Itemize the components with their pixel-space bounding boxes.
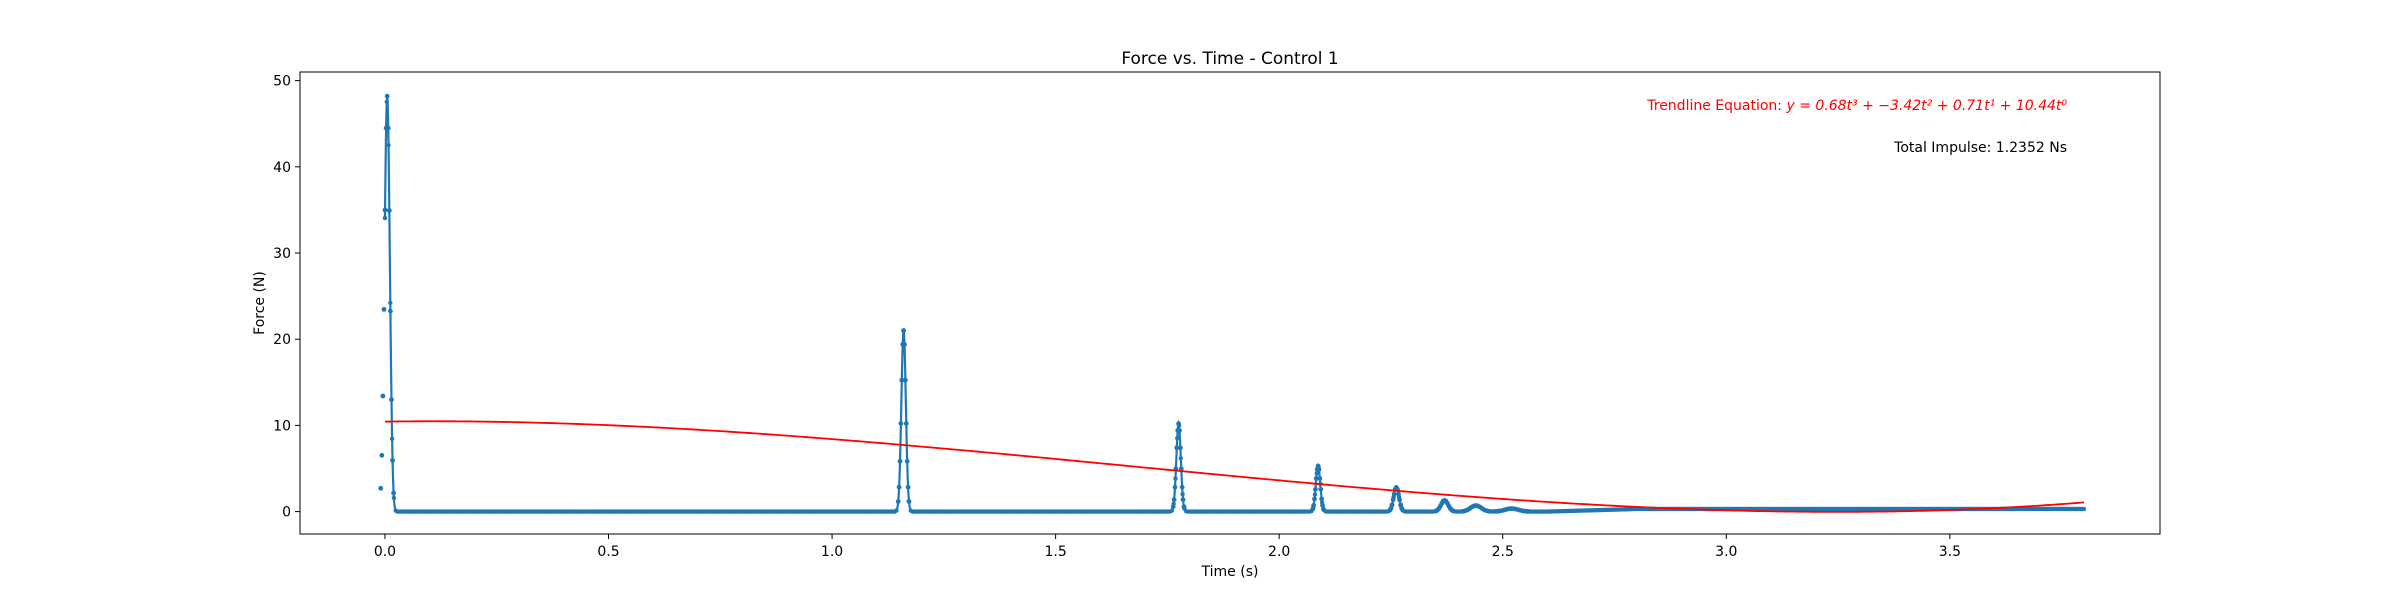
force-data-point — [2081, 506, 2087, 512]
force-peak-point — [1486, 508, 1492, 514]
force-peak-point — [1525, 509, 1531, 514]
plot-background — [300, 72, 2160, 534]
force-data-point — [382, 215, 388, 221]
chart-title: Force vs. Time - Control 1 — [1121, 49, 1338, 69]
force-peak-point — [1396, 491, 1401, 497]
force-data-point — [1180, 491, 1185, 497]
force-peak-point — [390, 457, 395, 463]
force-peak-point — [899, 377, 905, 383]
force-peak-point — [902, 377, 908, 383]
force-peak-point — [381, 306, 387, 312]
y-tick-label: 20 — [273, 332, 291, 348]
x-tick-label: 0.0 — [374, 544, 396, 560]
force-peak-point — [1177, 428, 1182, 433]
y-tick-label: 0 — [282, 505, 291, 521]
force-peak-point — [380, 393, 386, 399]
total-impulse-annotation: Total Impulse: 1.2352 Ns — [1893, 140, 2067, 156]
force-peak-point — [1181, 504, 1187, 510]
force-peak-point — [901, 328, 907, 333]
force-peak-point — [1316, 467, 1322, 472]
force-data-point — [1169, 508, 1175, 513]
force-peak-point — [1171, 497, 1177, 503]
force-peak-point — [903, 421, 909, 426]
force-peak-point — [1391, 491, 1397, 497]
y-tick-label: 10 — [273, 418, 291, 434]
force-data-point — [1173, 476, 1178, 481]
x-tick-label: 3.0 — [1715, 544, 1737, 560]
force-peak-point — [385, 125, 391, 131]
force-peak-point — [902, 342, 907, 347]
force-data-point — [384, 99, 389, 105]
trendline-equation-formula: y = 0.68t³ + −3.42t² + 0.71t¹ + 10.44t⁰ — [1785, 98, 2067, 114]
y-tick-label: 30 — [273, 246, 291, 262]
force-peak-point — [1311, 503, 1317, 508]
force-peak-point — [1400, 507, 1406, 513]
force-peak-point — [1310, 506, 1316, 512]
x-tick-label: 2.0 — [1268, 544, 1290, 560]
force-peak-point — [1179, 484, 1185, 490]
trendline-curve — [384, 420, 2085, 513]
force-peak-point — [1317, 476, 1323, 481]
force-data-point — [389, 436, 395, 441]
force-peak-point — [1389, 502, 1395, 508]
force-peak-point — [904, 458, 910, 464]
force-data-point — [894, 508, 899, 513]
x-tick-label: 3.5 — [1939, 544, 1961, 560]
force-peak-point — [1321, 506, 1326, 512]
x-axis: 0.0 0.5 1.0 1.5 2.0 2.5 3.0 3.5 — [374, 534, 1961, 560]
force-data-point — [386, 142, 391, 148]
force-peak-point — [386, 208, 392, 213]
force-data-point — [1178, 456, 1184, 461]
force-peak-point — [1313, 476, 1319, 481]
force-peak-point — [1397, 497, 1402, 503]
force-peak-point — [388, 308, 393, 314]
force-peak-point — [895, 499, 901, 504]
force-peak-point — [379, 452, 385, 458]
force-peak-point — [382, 207, 388, 213]
plot-area — [299, 71, 2161, 535]
x-tick-label: 2.5 — [1492, 544, 1514, 560]
force-peak-point — [384, 93, 390, 99]
force-data-point — [1314, 471, 1319, 476]
x-tick-label: 1.5 — [1044, 544, 1066, 560]
y-tick-label: 50 — [273, 74, 291, 90]
force-data-point — [388, 300, 393, 306]
force-peak-point — [1312, 496, 1317, 502]
x-tick-label: 0.5 — [597, 544, 619, 560]
force-peak-point — [1178, 466, 1184, 472]
force-peak-point — [1318, 486, 1324, 492]
force-peak-point — [378, 485, 384, 491]
force-peak-point — [906, 499, 912, 504]
force-peak-point — [1319, 496, 1325, 502]
force-peak-point — [1390, 497, 1396, 503]
force-peak-point — [898, 421, 904, 426]
y-tick-label: 40 — [273, 160, 291, 176]
force-peak-point — [896, 484, 902, 490]
y-axis-label: Force (N) — [252, 271, 268, 335]
force-data-point — [391, 495, 397, 501]
x-tick-label: 1.0 — [821, 544, 843, 560]
force-data-point — [1312, 492, 1318, 497]
force-peak-point — [905, 484, 911, 490]
force-peak-point — [1180, 497, 1186, 503]
force-peak-point — [391, 490, 397, 496]
force-peak-point — [1176, 421, 1181, 427]
force-peak-point — [1174, 445, 1180, 451]
force-data-point — [1175, 435, 1180, 441]
force-peak-point — [1177, 445, 1183, 451]
force-peak-point — [1320, 503, 1325, 508]
force-peak-point — [897, 458, 903, 464]
x-axis-label: Time (s) — [1201, 564, 1259, 580]
trendline-equation-label: Trendline Equation: — [1646, 98, 1786, 114]
force-peak-point — [1450, 508, 1456, 514]
force-peak-point — [1313, 486, 1318, 492]
force-peak-point — [1170, 504, 1176, 510]
y-axis: 0 10 20 30 40 50 — [273, 74, 300, 521]
plot-frame — [299, 71, 2161, 535]
force-peak-point — [389, 397, 394, 403]
force-peak-point — [1172, 484, 1178, 490]
trendline-equation-annotation: Trendline Equation: y = 0.68t³ + −3.42t²… — [1646, 98, 2067, 114]
series-layer — [378, 93, 2087, 514]
